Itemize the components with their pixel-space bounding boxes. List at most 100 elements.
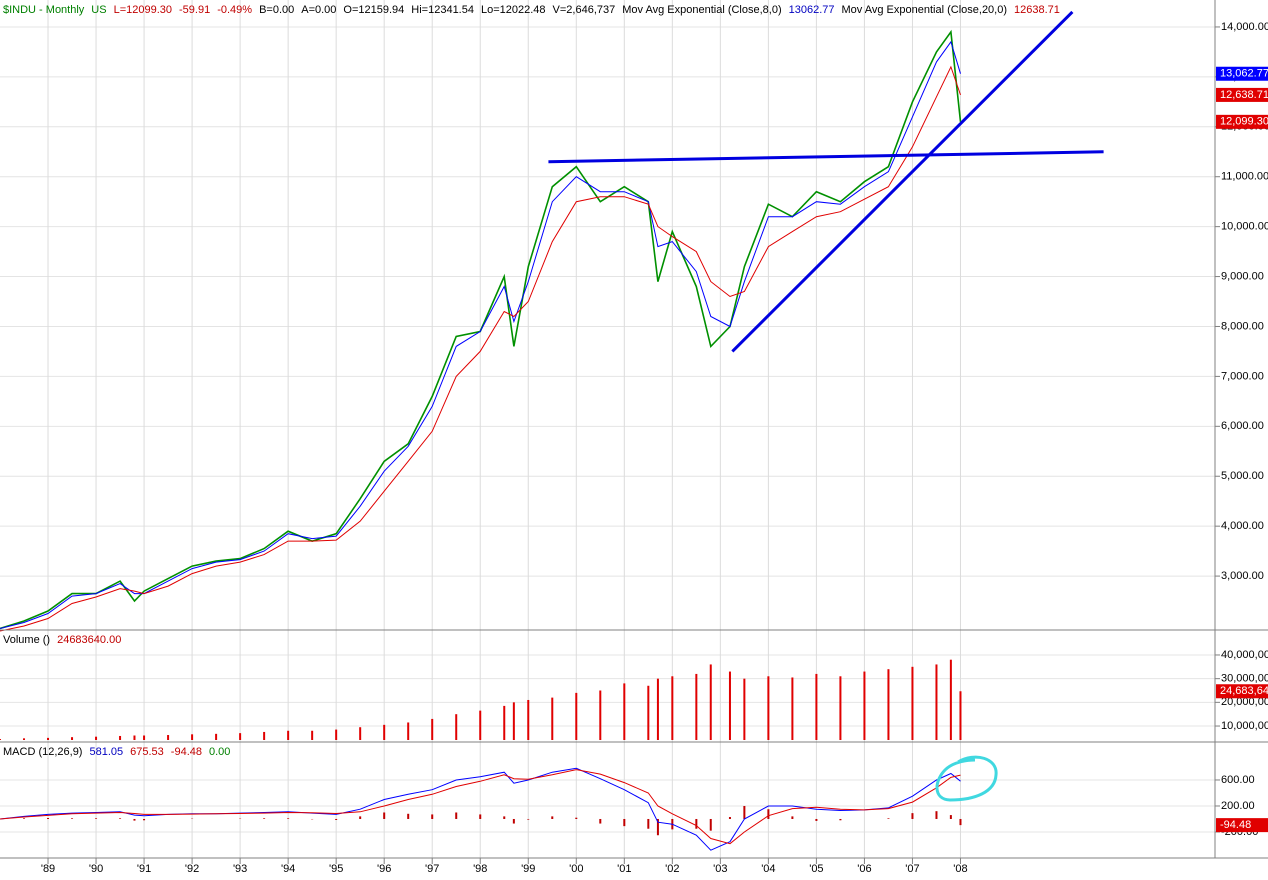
bar — [887, 818, 890, 819]
bar — [143, 818, 146, 821]
x-tick-label: '06 — [857, 863, 871, 875]
bar — [647, 685, 650, 740]
bar — [791, 677, 794, 740]
legend-text: $INDU - Monthly — [3, 4, 85, 16]
y-tick-label: 200.00 — [1221, 800, 1255, 812]
bar — [119, 735, 122, 740]
x-tick-label: '03 — [713, 863, 727, 875]
bar — [359, 816, 362, 819]
bar — [935, 664, 938, 740]
y-tick-label: 9,000.00 — [1221, 270, 1264, 282]
y-tick-label: 20,000,000 — [1221, 696, 1268, 708]
x-tick-label: '90 — [89, 863, 103, 875]
bar — [95, 736, 98, 740]
x-tick-label: '02 — [665, 863, 679, 875]
x-tick-label: '00 — [569, 863, 583, 875]
legend-text: V=2,646,737 — [553, 4, 616, 16]
y-tick-label: 3,000.00 — [1221, 570, 1264, 582]
value-box — [1216, 87, 1268, 102]
highlight-circle — [935, 755, 998, 802]
bar — [407, 813, 410, 819]
legend-text: 581.05 — [89, 746, 123, 758]
series-line — [0, 29, 962, 630]
mark-layer — [0, 10, 1104, 851]
bar — [551, 697, 554, 740]
value-box-label: 24,683,640 — [1220, 685, 1268, 697]
legend-text: 675.53 — [130, 746, 164, 758]
bar — [623, 683, 626, 740]
bar — [512, 702, 515, 740]
bar — [95, 818, 98, 819]
legend-text: 24683640.00 — [57, 634, 121, 646]
legend-text: Mov Avg Exponential (Close,20,0) — [842, 4, 1008, 16]
y-tick-label: 4,000.00 — [1221, 520, 1264, 532]
bar — [239, 733, 242, 740]
legend-text: US — [91, 4, 106, 16]
y-tick-label: 8,000.00 — [1221, 320, 1264, 332]
y-tick-label: 30,000,000 — [1221, 673, 1268, 685]
x-tick-label: '08 — [953, 863, 967, 875]
legend-text: L=12099.30 — [114, 4, 172, 16]
value-box — [1216, 818, 1268, 833]
legend-text: Volume () — [3, 634, 50, 646]
bar — [791, 816, 794, 819]
bar — [767, 676, 770, 740]
legend-text: -0.49% — [217, 4, 252, 16]
bar — [695, 673, 698, 740]
bar — [949, 659, 952, 740]
bar — [191, 734, 194, 740]
bar — [133, 818, 136, 821]
value-box — [1216, 66, 1268, 81]
x-tick-label: '97 — [425, 863, 439, 875]
bar — [863, 671, 866, 740]
series-line — [0, 65, 961, 632]
bar — [959, 691, 962, 740]
bar — [695, 818, 698, 829]
bar — [263, 818, 266, 819]
bar — [311, 730, 314, 740]
x-tick-label: '98 — [473, 863, 487, 875]
legend-text: -59.91 — [179, 4, 210, 16]
bar — [23, 738, 26, 740]
bar — [728, 817, 731, 819]
x-tick-label: '95 — [329, 863, 343, 875]
bar — [479, 814, 482, 819]
bar — [503, 816, 506, 819]
bar — [263, 731, 266, 740]
x-tick-label: '91 — [137, 863, 151, 875]
bar — [335, 818, 338, 820]
legend-text: MACD (12,26,9) — [3, 746, 82, 758]
y-tick-label: 14,000.00 — [1221, 21, 1268, 33]
bar — [167, 735, 170, 740]
y-tick-label: 10,000,000 — [1221, 720, 1268, 732]
bar — [623, 818, 626, 827]
bar — [709, 818, 712, 831]
bar — [455, 714, 458, 740]
bar — [935, 811, 938, 819]
x-tick-label: '07 — [905, 863, 919, 875]
x-tick-label: '05 — [809, 863, 823, 875]
bar — [527, 699, 530, 740]
y-tick-label: 10,000.00 — [1221, 221, 1268, 233]
legend-text: Hi=12341.54 — [411, 4, 474, 16]
bar — [287, 730, 290, 740]
bar — [215, 733, 218, 740]
y-tick-label: 7,000.00 — [1221, 370, 1264, 382]
bar — [431, 814, 434, 819]
bar — [503, 705, 506, 740]
y-tick-label: 6,000.00 — [1221, 420, 1264, 432]
x-tick-label: '92 — [185, 863, 199, 875]
bar — [709, 664, 712, 740]
value-box-label: 12,638.71 — [1220, 89, 1268, 101]
bar — [383, 812, 386, 819]
value-box — [1216, 114, 1268, 129]
bar — [949, 815, 952, 819]
bar — [119, 818, 122, 819]
bar — [575, 692, 578, 740]
legend-text: 12638.71 — [1014, 4, 1060, 16]
bar — [599, 690, 602, 740]
legend-text: O=12159.94 — [343, 4, 404, 16]
bar — [335, 729, 338, 740]
bar — [815, 673, 818, 740]
